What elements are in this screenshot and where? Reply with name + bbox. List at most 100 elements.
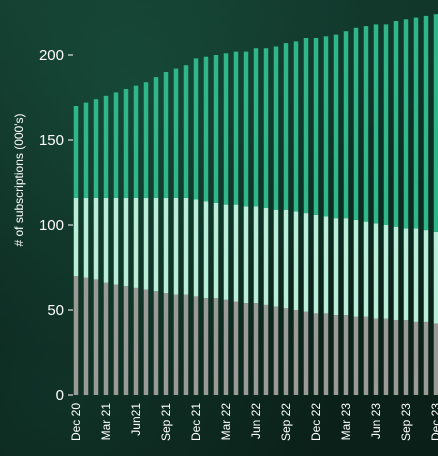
bar-segment [233, 204, 239, 302]
bar-segment [313, 313, 319, 395]
bar-segment [413, 321, 419, 395]
bar-segment [363, 26, 369, 222]
bar-segment [323, 216, 329, 314]
bar-segment [323, 313, 329, 395]
bar-segment [203, 56, 209, 202]
bar-segment [263, 208, 269, 305]
bar-segment [253, 303, 259, 395]
bar-segment [123, 89, 129, 198]
x-axis: Dec 20 Mar 21 Jun21 Sep 21 Dec 21 Mar 22 Jun 2… [69, 403, 438, 441]
bar-segment [153, 197, 159, 292]
bar-segment [133, 287, 139, 395]
bar-segment [83, 102, 89, 198]
bar-segment [303, 38, 309, 214]
bar-segment [183, 65, 189, 198]
y-tick-label: 150 [39, 132, 64, 149]
bar-segment [433, 14, 438, 232]
bar-segment [353, 219, 359, 317]
y-tick-label: 50 [47, 302, 64, 319]
bar-segment [283, 308, 289, 395]
bar-segment [353, 27, 359, 220]
x-tick-label: Jun21 [129, 403, 143, 436]
bar-segment [393, 226, 399, 321]
bar-segment [403, 228, 409, 321]
bar-segment [213, 298, 219, 395]
bar-segment [383, 225, 389, 319]
x-tick-label: Sep 23 [399, 403, 413, 441]
bar-segment [313, 214, 319, 314]
bar-segment [343, 31, 349, 219]
x-tick-label: Dec 20 [69, 403, 83, 441]
bar-segment [113, 284, 119, 395]
bar-segment [433, 323, 438, 395]
bar-segment [353, 316, 359, 395]
bar-segment [233, 51, 239, 205]
bar-segment [153, 291, 159, 395]
bar-segment [233, 301, 239, 395]
bar-segment [373, 318, 379, 395]
x-tick-label: Dec 23 [429, 403, 438, 441]
bar-segment [373, 223, 379, 319]
bar-segment [223, 53, 229, 205]
bar-segment [143, 82, 149, 198]
bar-segment [223, 299, 229, 395]
bar-segment [283, 43, 289, 210]
bar-segment [143, 197, 149, 290]
x-tick-label: Mar 23 [339, 403, 353, 441]
bar-segment [243, 303, 249, 395]
bar-segment [173, 294, 179, 395]
bar-segment [93, 197, 99, 280]
bar-segment [123, 286, 129, 395]
bar-segment [333, 34, 339, 219]
bar-segment [273, 46, 279, 210]
bar-segment [423, 230, 429, 322]
bar-segment [393, 21, 399, 227]
bar-segment [253, 206, 259, 304]
bar-segment [383, 318, 389, 395]
bar-segment [293, 310, 299, 395]
bar-segment [133, 197, 139, 288]
bar-segment [283, 209, 289, 309]
bar-segment [93, 279, 99, 395]
bar-segment [303, 213, 309, 312]
bar-segment [363, 221, 369, 317]
bar-segment [103, 197, 109, 283]
bar-segment [93, 99, 99, 198]
x-tick-label: Dec 22 [309, 403, 323, 441]
bar-segment [363, 316, 369, 395]
x-tick-label: Jun 22 [249, 403, 263, 439]
bar-segment [193, 296, 199, 395]
bar-segment [293, 211, 299, 310]
bar-segment [403, 19, 409, 229]
bar-segment [153, 77, 159, 198]
bar-segment [213, 55, 219, 203]
bar-segment [303, 311, 309, 395]
bar-segment [203, 298, 209, 395]
bar-segment [113, 197, 119, 285]
bar-segment [133, 85, 139, 198]
x-tick-label: Mar 22 [219, 403, 233, 441]
bar-segment [173, 68, 179, 198]
bar-segment [193, 199, 199, 297]
bar-segment [193, 58, 199, 200]
x-tick-label: Jun 23 [369, 403, 383, 439]
bar-segment [223, 204, 229, 300]
bar-segment [243, 206, 249, 304]
bar-segment [373, 24, 379, 224]
y-axis-title: # of subscriptions (000's) [12, 113, 26, 246]
bar-segment [83, 197, 89, 278]
bar-segment [333, 315, 339, 395]
bar-segment [423, 321, 429, 395]
bar-segment [263, 304, 269, 395]
bar-segment [183, 294, 189, 395]
x-tick-label: Dec 21 [189, 403, 203, 441]
bar-segment [343, 218, 349, 316]
bar-segment [433, 231, 438, 324]
bar-segment [73, 276, 79, 395]
bar-segment [103, 95, 109, 198]
bar-segment [203, 201, 209, 299]
bar-segment [163, 293, 169, 395]
bar-segment [123, 197, 129, 287]
